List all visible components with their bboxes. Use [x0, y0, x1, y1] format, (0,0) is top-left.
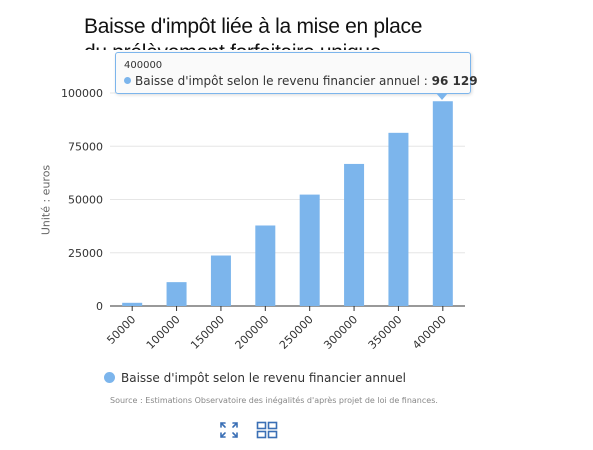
x-tick-label: 350000 [366, 313, 405, 352]
bar[interactable] [432, 101, 453, 306]
tooltip-series-label: Baisse d'impôt selon le revenu financier… [135, 74, 428, 88]
x-tick-label: 200000 [233, 313, 272, 352]
tooltip-x-value: 400000 [124, 60, 163, 71]
y-tick-label: 50000 [68, 194, 103, 207]
bar[interactable] [166, 282, 187, 306]
expand-icon[interactable] [219, 421, 239, 439]
y-tick-label: 75000 [68, 140, 103, 153]
x-tick-label: 250000 [277, 313, 316, 352]
chart-tooltip: 400000 Baisse d'impôt selon le revenu fi… [115, 52, 478, 94]
legend-dot-icon [104, 372, 115, 383]
tooltip-series-dot [124, 77, 131, 84]
tooltip-arrow [436, 93, 448, 100]
tooltip-value: 96 129 [431, 74, 478, 88]
y-tick-label: 100000 [61, 87, 103, 100]
chart-title: Baisse d'impôt liée à la mise en place d… [84, 15, 423, 50]
bar[interactable] [388, 132, 409, 306]
grid-view-icon[interactable] [256, 421, 278, 439]
legend-label: Baisse d'impôt selon le revenu financier… [121, 371, 406, 385]
x-tick-label: 150000 [188, 313, 227, 352]
x-tick-label: 50000 [104, 313, 138, 347]
x-tick-label: 400000 [410, 313, 449, 352]
bar[interactable] [255, 225, 276, 306]
x-tick-label: 300000 [321, 313, 360, 352]
source-note: Source : Estimations Observatoire des in… [110, 396, 438, 405]
legend-item[interactable]: Baisse d'impôt selon le revenu financier… [104, 371, 406, 385]
bar[interactable] [122, 302, 143, 306]
bar[interactable] [344, 163, 365, 306]
tooltip-row: Baisse d'impôt selon le revenu financier… [124, 72, 478, 90]
bar[interactable] [210, 255, 231, 306]
x-tick-label: 100000 [144, 313, 183, 352]
bar[interactable] [299, 194, 320, 306]
y-tick-label: 25000 [68, 247, 103, 260]
y-tick-label: 0 [96, 300, 103, 313]
